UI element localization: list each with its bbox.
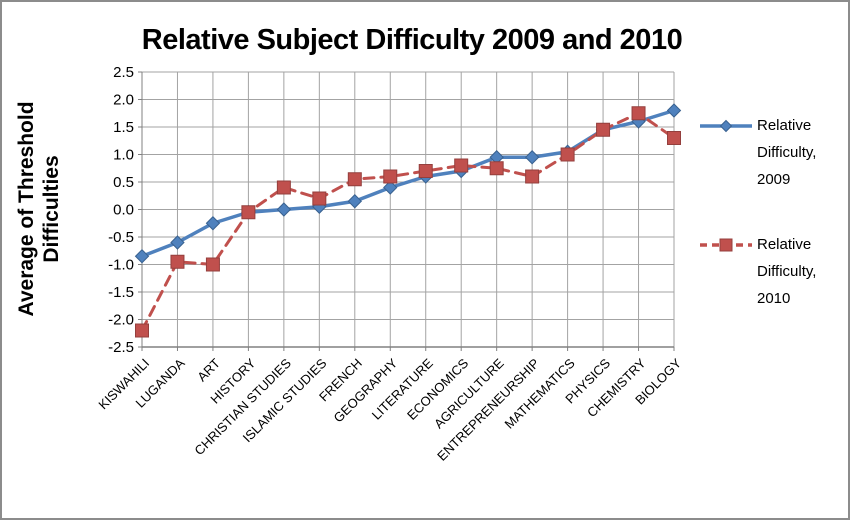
legend-key-marker	[719, 238, 733, 252]
legend-label-2009: Relative Difficulty, 2009	[757, 117, 817, 188]
x-category-label: ART	[194, 355, 223, 384]
legend-key-2009-diamond-icon	[700, 119, 752, 133]
data-point-square	[312, 191, 327, 206]
legend-item-2010: Relative Difficulty, 2010	[700, 231, 841, 312]
chart-title: Relative Subject Difficulty 2009 and 201…	[141, 24, 683, 56]
data-point-square	[170, 254, 185, 269]
data-point-square	[596, 122, 611, 137]
data-point-square	[631, 106, 646, 121]
data-point-diamond	[383, 180, 398, 195]
y-tick-label: 1.0	[113, 147, 134, 164]
data-point-square	[525, 169, 540, 184]
y-tick-label: 1.5	[113, 119, 134, 136]
y-tick-label: 0.5	[113, 174, 134, 191]
data-point-square	[418, 164, 433, 178]
y-tick-label: 2.5	[113, 64, 134, 81]
legend-label-2010: Relative Difficulty, 2010	[757, 236, 817, 307]
series-line-1	[140, 111, 676, 332]
data-point-square	[205, 257, 220, 272]
y-tick-label: -1.0	[108, 257, 134, 274]
data-point-diamond	[276, 202, 292, 217]
data-point-square	[489, 161, 504, 176]
legend-item-2009: Relative Difficulty, 2009	[700, 112, 841, 193]
y-tick-label: -2.0	[108, 312, 134, 329]
legend-key-2010-square-icon	[700, 238, 752, 252]
data-point-diamond	[524, 150, 540, 165]
data-point-square	[454, 158, 469, 173]
data-point-square	[383, 169, 398, 184]
data-point-diamond	[134, 249, 150, 264]
data-point-square	[241, 205, 256, 220]
legend-key-marker	[719, 119, 733, 133]
y-tick-label: 2.0	[113, 92, 134, 109]
data-point-square	[667, 131, 681, 145]
y-tick-label: -1.5	[108, 284, 134, 301]
data-point-square	[560, 147, 575, 162]
y-tick-label: -0.5	[108, 229, 134, 246]
data-point-diamond	[205, 216, 221, 231]
legend: Relative Difficulty, 2009 Relative Diffi…	[700, 112, 841, 312]
data-point-square	[347, 172, 362, 187]
data-point-diamond	[170, 235, 185, 250]
data-point-square	[276, 180, 291, 195]
data-point-diamond	[666, 103, 682, 118]
y-tick-label: 0.0	[113, 202, 134, 219]
series-line-0	[140, 108, 676, 258]
y-tick-label: -2.5	[108, 339, 134, 356]
data-point-square	[135, 323, 149, 338]
data-point-diamond	[347, 194, 363, 209]
